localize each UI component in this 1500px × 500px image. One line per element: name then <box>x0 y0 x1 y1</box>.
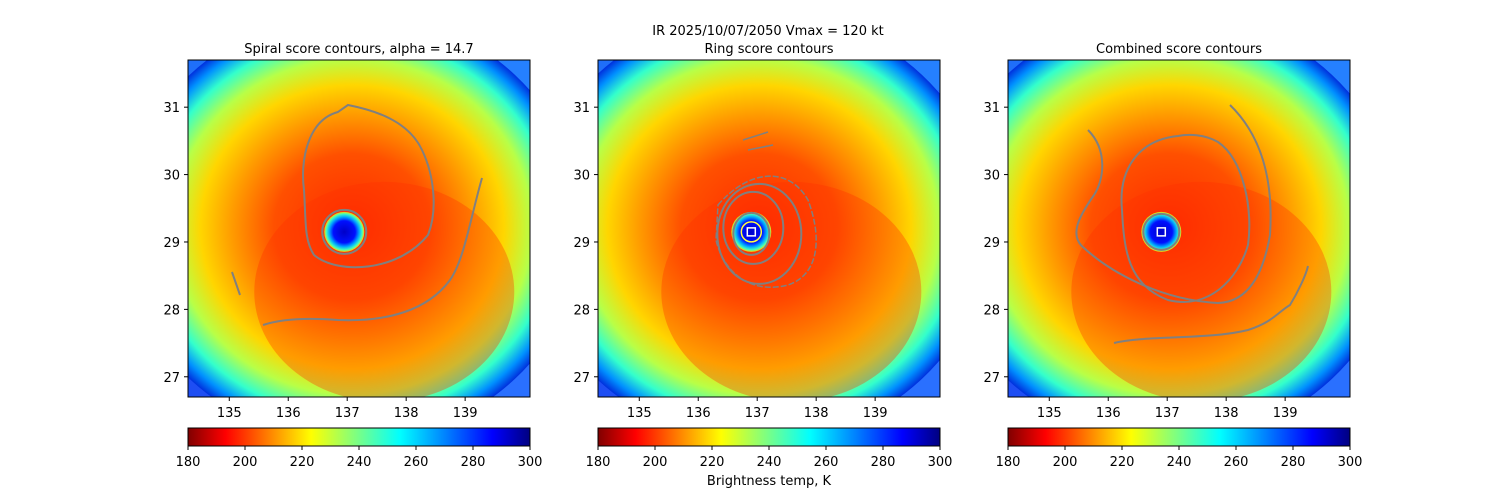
y-tick-label: 29 <box>983 236 1000 251</box>
y-tick-label: 28 <box>163 303 180 318</box>
colorbar-label: Brightness temp, K <box>707 474 832 489</box>
y-tick-label: 29 <box>573 236 590 251</box>
figure-suptitle: IR 2025/10/07/2050 Vmax = 120 kt <box>652 24 883 39</box>
x-tick-label: 136 <box>276 406 301 421</box>
y-tick-label: 28 <box>573 303 590 318</box>
x-tick-label: 137 <box>1155 406 1180 421</box>
y-tick-label: 31 <box>163 101 180 116</box>
colorbar-tick-label: 260 <box>404 455 429 470</box>
colorbar-tick-label: 180 <box>996 455 1021 470</box>
colorbar-1: 180 200 220 240 260 280 300 <box>176 427 543 470</box>
colorbar-tick-label: 200 <box>1053 455 1078 470</box>
panel-2-image <box>598 60 940 397</box>
y-tick-label: 30 <box>163 169 180 184</box>
colorbar-tick-label: 300 <box>518 455 543 470</box>
y-tick-label: 29 <box>163 236 180 251</box>
x-tick-label: 135 <box>217 406 242 421</box>
panel-3-image <box>1008 60 1350 397</box>
x-tick-label: 137 <box>745 406 770 421</box>
panel-2-title: Ring score contours <box>704 42 833 57</box>
colorbar-tick-label: 260 <box>1224 455 1249 470</box>
panel-1-image <box>188 60 530 397</box>
colorbar-2: 180 200 220 240 260 280 300 <box>586 427 953 470</box>
y-tick-label: 31 <box>983 101 1000 116</box>
panel-3-frame <box>1007 59 1351 398</box>
y-tick-label: 30 <box>573 169 590 184</box>
eye-region <box>731 211 772 252</box>
panel-1-title: Spiral score contours, alpha = 14.7 <box>244 42 473 57</box>
panel-3-title: Combined score contours <box>1096 42 1262 57</box>
y-tick-label: 27 <box>573 371 590 386</box>
colorbar-tick-label: 220 <box>290 455 315 470</box>
panel-3-contours <box>1075 104 1309 344</box>
x-tick-label: 135 <box>627 406 652 421</box>
panel-3: Combined score contours 135 136 137 138 139 27… <box>983 42 1351 421</box>
colorbar-tick-label: 240 <box>1167 455 1192 470</box>
colorbar-tick-label: 200 <box>643 455 668 470</box>
y-tick-label: 30 <box>983 169 1000 184</box>
x-tick-label: 136 <box>1096 406 1121 421</box>
x-tick-label: 138 <box>1214 406 1239 421</box>
colorbar-tick-label: 240 <box>347 455 372 470</box>
colorbar-tick-label: 260 <box>814 455 839 470</box>
x-tick-label: 139 <box>863 406 888 421</box>
colorbar-tick-label: 280 <box>871 455 896 470</box>
colorbar-tick-label: 300 <box>928 455 953 470</box>
x-tick-label: 138 <box>394 406 419 421</box>
x-tick-label: 139 <box>453 406 478 421</box>
panel-2: Ring score contours 135 136 137 138 139 27 28 29… <box>573 42 941 421</box>
y-tick-label: 27 <box>163 371 180 386</box>
eye-region <box>1141 211 1182 252</box>
colorbar-tick-label: 220 <box>1110 455 1135 470</box>
colorbar-tick-label: 220 <box>700 455 725 470</box>
colorbar-tick-label: 280 <box>1281 455 1306 470</box>
colorbar-tick-label: 200 <box>233 455 258 470</box>
colorbar-tick-label: 180 <box>176 455 201 470</box>
x-tick-label: 136 <box>686 406 711 421</box>
colorbar-3: 180 200 220 240 260 280 300 <box>996 427 1363 470</box>
panel-2-contours <box>715 131 817 288</box>
eye-region <box>324 211 365 252</box>
panel-1-frame <box>187 59 531 398</box>
y-tick-label: 27 <box>983 371 1000 386</box>
x-tick-label: 139 <box>1273 406 1298 421</box>
center-marker <box>1156 227 1167 237</box>
colorbar-tick-label: 180 <box>586 455 611 470</box>
panel-2-frame <box>597 59 941 398</box>
x-tick-label: 137 <box>335 406 360 421</box>
y-tick-label: 28 <box>983 303 1000 318</box>
colorbar-tick-label: 280 <box>461 455 486 470</box>
colorbar-tick-label: 240 <box>757 455 782 470</box>
center-marker <box>746 227 757 237</box>
x-tick-label: 135 <box>1037 406 1062 421</box>
panel-1-contours <box>231 103 483 326</box>
y-tick-label: 31 <box>573 101 590 116</box>
panel-1: Spiral score contours, alpha = 14.7 135 13… <box>163 42 531 421</box>
colorbar-tick-label: 300 <box>1338 455 1363 470</box>
x-tick-label: 138 <box>804 406 829 421</box>
